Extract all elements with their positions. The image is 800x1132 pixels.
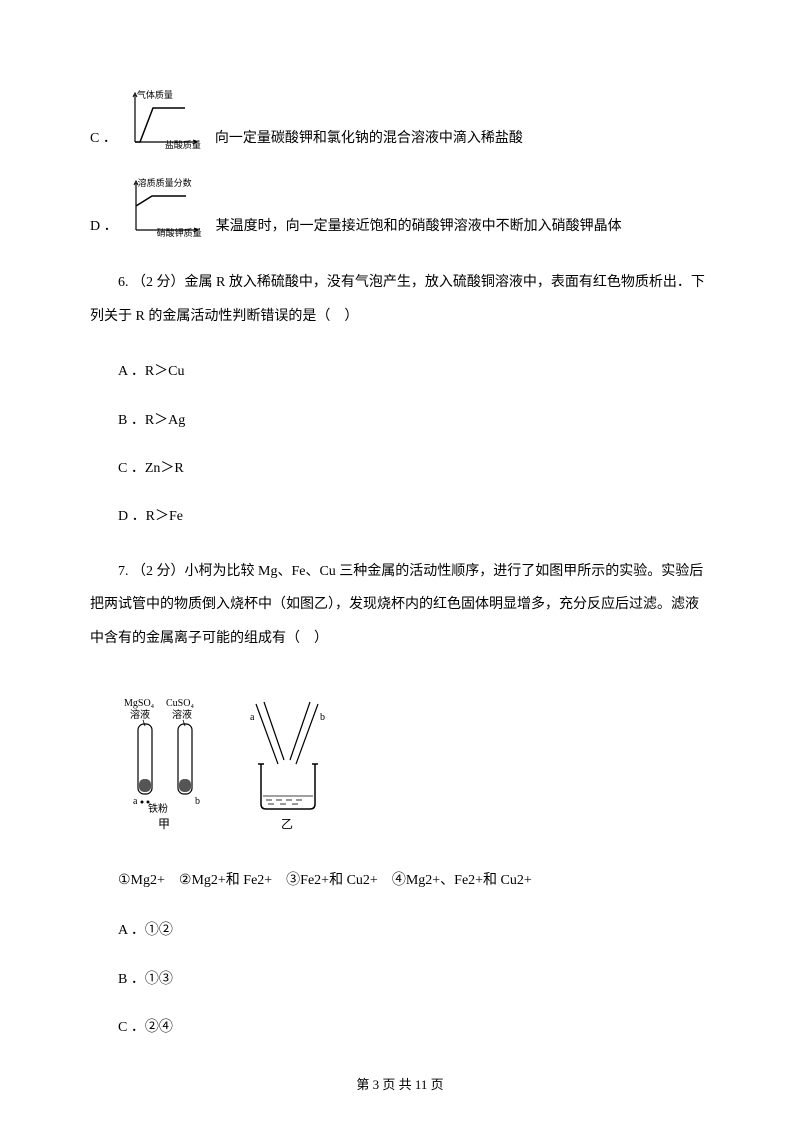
svg-text:乙: 乙 bbox=[281, 817, 293, 831]
svg-text:铁粉: 铁粉 bbox=[148, 802, 168, 815]
q7-b: B ．①③ bbox=[90, 969, 710, 991]
q7-stem: 7. （2 分）小柯为比较 Mg、Fe、Cu 三种金属的活动性顺序，进行了如图甲… bbox=[90, 555, 710, 656]
chart-c-ylabel: 气体质量 bbox=[137, 88, 173, 102]
q6-d: D ．R＞Fe bbox=[90, 506, 710, 528]
option-c-row: C ． 气体质量 盐酸质量 向一定量碳酸钾和氯化钠的混合溶液中滴入稀盐酸 bbox=[90, 90, 710, 150]
q6-c: C ．Zn＞R bbox=[90, 458, 710, 480]
svg-text:a: a bbox=[133, 796, 138, 807]
svg-text:甲: 甲 bbox=[158, 817, 170, 831]
q6-b: B ．R＞Ag bbox=[90, 410, 710, 432]
option-c-text: 向一定量碳酸钾和氯化钠的混合溶液中滴入稀盐酸 bbox=[215, 128, 523, 150]
option-d-chart: 溶质质量分数 硝酸钾质量 bbox=[126, 178, 204, 238]
svg-text:溶液: 溶液 bbox=[172, 708, 192, 721]
chart-c-xlabel: 盐酸质量 bbox=[165, 138, 201, 152]
svg-text:CuSO₄: CuSO₄ bbox=[166, 698, 194, 709]
option-d-text: 某温度时，向一定量接近饱和的硝酸钾溶液中不断加入硝酸钾晶体 bbox=[216, 216, 622, 238]
svg-text:MgSO₄: MgSO₄ bbox=[124, 698, 155, 709]
svg-text:溶液: 溶液 bbox=[130, 708, 150, 721]
option-c-chart: 气体质量 盐酸质量 bbox=[125, 90, 203, 150]
page-footer: 第 3 页 共 11 页 bbox=[0, 1075, 800, 1096]
q7-a: A ．①② bbox=[90, 920, 710, 942]
q6-stem: 6. （2 分）金属 R 放入稀硫酸中，没有气泡产生，放入硫酸铜溶液中，表面有红… bbox=[90, 266, 710, 333]
svg-text:b: b bbox=[195, 796, 200, 807]
option-d-row: D ． 溶质质量分数 硝酸钾质量 某温度时，向一定量接近饱和的硝酸钾溶液中不断加… bbox=[90, 178, 710, 238]
q7-c: C ．②④ bbox=[90, 1017, 710, 1039]
option-c-letter: C ． bbox=[90, 128, 117, 150]
option-d-letter: D ． bbox=[90, 216, 118, 238]
q7-diagram: a b MgSO₄ 溶液 CuSO₄ 溶液 铁粉 甲 a b bbox=[90, 684, 710, 842]
q7-ions: ①Mg2+ ②Mg2+和 Fe2+ ③Fe2+和 Cu2+ ④Mg2+、Fe2+… bbox=[90, 870, 710, 892]
svg-text:b: b bbox=[320, 712, 325, 723]
chart-d-xlabel: 硝酸钾质量 bbox=[157, 226, 202, 240]
q6-a: A ．R＞Cu bbox=[90, 361, 710, 383]
svg-text:a: a bbox=[250, 712, 255, 723]
chart-d-ylabel: 溶质质量分数 bbox=[138, 176, 192, 190]
